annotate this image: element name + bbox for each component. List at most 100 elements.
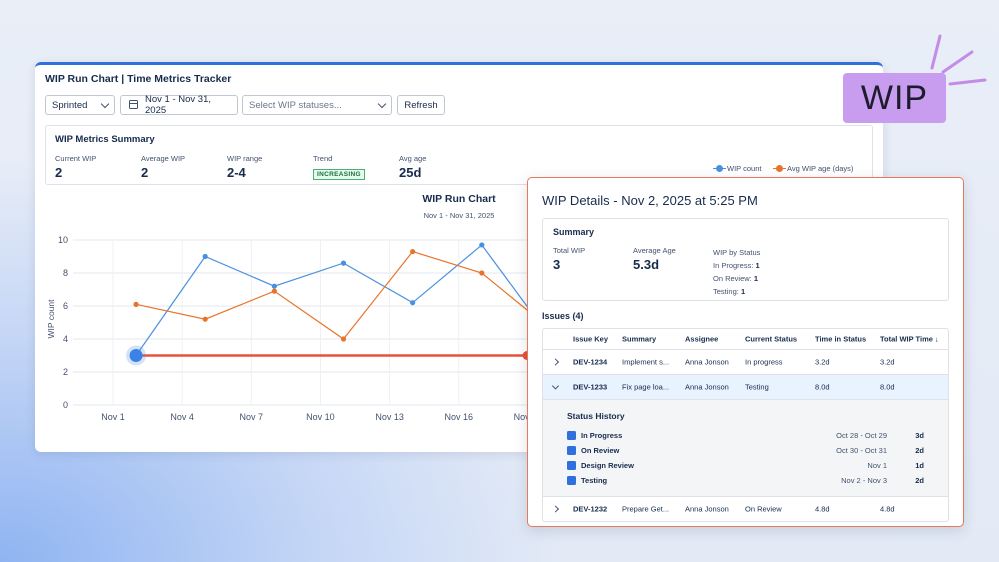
history-row: Design Review Nov 1 1d xyxy=(567,459,924,473)
x-tick-label: Nov 4 xyxy=(170,412,194,422)
status-select[interactable]: Select WIP statuses... xyxy=(242,95,392,115)
status-swatch xyxy=(567,461,576,470)
metric-label: Total WIP xyxy=(553,246,586,255)
metric-label: Average Age xyxy=(633,246,676,255)
issue-assignee: Anna Jonson xyxy=(685,382,729,392)
metric-value: 5.3d xyxy=(633,257,660,272)
issue-key[interactable]: DEV-1232 xyxy=(573,504,608,514)
status-swatch xyxy=(567,476,576,485)
issue-summary: Implement s... xyxy=(622,357,670,367)
issues-heading: Issues (4) xyxy=(542,311,584,321)
issue-summary: Prepare Get... xyxy=(622,504,670,514)
status-count-row: On Review: 1 xyxy=(713,272,760,285)
y-tick-label: 0 xyxy=(63,400,68,410)
status-history-title: Status History xyxy=(567,411,625,421)
column-header-sorted[interactable]: Total WIP Time ↓ xyxy=(880,334,939,344)
chevron-down-icon xyxy=(377,99,387,109)
x-tick-label: Nov 7 xyxy=(240,412,264,422)
issue-key[interactable]: DEV-1233 xyxy=(573,382,608,392)
time-in-status: 4.8d xyxy=(815,504,830,514)
refresh-button[interactable]: Refresh xyxy=(397,95,445,115)
legend-item-wip-count[interactable]: WIP count xyxy=(713,164,762,173)
metrics-summary: WIP Metrics Summary Current WIP 2 Averag… xyxy=(45,125,873,185)
issue-key[interactable]: DEV-1234 xyxy=(573,357,608,367)
average-age: Average Age 5.3d xyxy=(633,246,676,272)
column-header[interactable]: Current Status xyxy=(745,334,798,344)
metric-label: WIP range xyxy=(227,154,263,163)
selected-point xyxy=(129,349,143,362)
history-duration: 2d xyxy=(915,446,924,455)
app-title: WIP Run Chart | Time Metrics Tracker xyxy=(45,73,232,85)
y-tick-label: 8 xyxy=(63,268,68,278)
time-in-status: 3.2d xyxy=(815,357,830,367)
history-duration: 3d xyxy=(915,431,924,440)
chevron-right-icon[interactable] xyxy=(551,358,560,366)
table-row-expanded[interactable]: DEV-1233 Fix page loa... Anna Jonson Tes… xyxy=(543,375,948,400)
history-row: Testing Nov 2 - Nov 3 2d xyxy=(567,474,924,488)
total-wip-time: 3.2d xyxy=(880,357,895,367)
status-swatch xyxy=(567,431,576,440)
metric-avg-age: Avg age 25d xyxy=(399,154,426,180)
date-range-picker[interactable]: Nov 1 - Nov 31, 2025 xyxy=(120,94,238,116)
history-dates: Nov 2 - Nov 3 xyxy=(841,476,887,485)
history-duration: 1d xyxy=(915,461,924,470)
wip-sticker: WIP xyxy=(843,73,946,123)
metric-average-wip: Average WIP 2 xyxy=(141,154,185,180)
status-name: In Progress: xyxy=(713,261,754,270)
status-select-placeholder: Select WIP statuses... xyxy=(249,99,342,111)
history-row: In Progress Oct 28 - Oct 29 3d xyxy=(567,429,924,443)
legend-swatch xyxy=(773,165,786,172)
metric-trend: Trend INCREASING xyxy=(313,154,365,181)
y-tick-label: 6 xyxy=(63,301,68,311)
data-point xyxy=(133,301,139,307)
data-point xyxy=(271,288,277,294)
metric-label: Average WIP xyxy=(141,154,186,163)
column-header[interactable]: Issue Key xyxy=(573,334,609,344)
calendar-icon xyxy=(129,100,138,109)
total-wip-time: 8.0d xyxy=(880,382,895,392)
history-dates: Nov 1 xyxy=(867,461,887,470)
status-history: Status History In Progress Oct 28 - Oct … xyxy=(543,400,948,497)
metric-label: Current WIP xyxy=(55,154,97,163)
issue-status: In progress xyxy=(745,357,783,367)
status-swatch xyxy=(567,446,576,455)
status-name: Testing: xyxy=(713,287,739,296)
trend-badge: INCREASING xyxy=(313,169,365,180)
table-row[interactable]: DEV-1232 Prepare Get... Anna Jonson On R… xyxy=(543,497,948,521)
legend-label: Avg WIP age (days) xyxy=(787,164,854,173)
chevron-down-icon[interactable] xyxy=(551,382,560,390)
column-header[interactable]: Time in Status xyxy=(815,334,867,344)
y-axis-label: WIP count xyxy=(46,299,56,339)
sprint-select[interactable]: Sprinted xyxy=(45,95,115,115)
chart-title: WIP Run Chart xyxy=(422,193,496,205)
wip-by-status-label: WIP by Status xyxy=(713,248,761,257)
data-point xyxy=(202,316,208,322)
table-row[interactable]: DEV-1234 Implement s... Anna Jonson In p… xyxy=(543,350,948,375)
issue-status: Testing xyxy=(745,382,769,392)
chart-subtitle: Nov 1 - Nov 31, 2025 xyxy=(424,211,495,220)
status-name: On Review: xyxy=(713,274,752,283)
metric-value: 2 xyxy=(55,165,63,180)
legend-item-avg-age[interactable]: Avg WIP age (days) xyxy=(773,164,854,173)
data-point xyxy=(410,300,416,306)
metric-wip-range: WIP range 2-4 xyxy=(227,154,262,180)
status-count-row: In Progress: 1 xyxy=(713,259,760,272)
sprint-select-value: Sprinted xyxy=(52,99,88,111)
data-point xyxy=(340,336,347,342)
metric-value: 25d xyxy=(399,165,422,180)
x-tick-label: Nov 1 xyxy=(101,412,125,422)
column-header[interactable]: Summary xyxy=(622,334,657,344)
summary-title: WIP Metrics Summary xyxy=(55,134,155,145)
data-point xyxy=(479,270,485,276)
legend-label: WIP count xyxy=(727,164,762,173)
column-header[interactable]: Assignee xyxy=(685,334,719,344)
x-tick-label: Nov 10 xyxy=(306,412,335,422)
y-tick-label: 4 xyxy=(63,334,68,344)
data-point xyxy=(271,283,277,289)
history-status: In Progress xyxy=(581,431,623,440)
history-status: On Review xyxy=(581,446,620,455)
metric-value: 3 xyxy=(553,257,561,272)
issue-assignee: Anna Jonson xyxy=(685,357,729,367)
chevron-right-icon[interactable] xyxy=(551,505,560,513)
y-tick-label: 2 xyxy=(63,367,68,377)
